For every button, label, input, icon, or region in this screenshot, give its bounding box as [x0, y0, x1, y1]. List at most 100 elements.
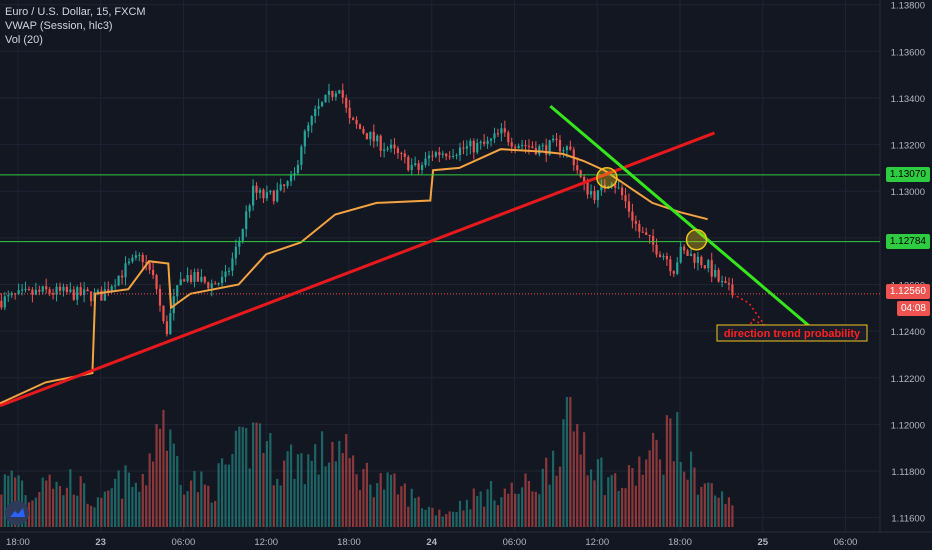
horizontal-levels[interactable] — [0, 174, 880, 295]
price-tick-label: 1.13600 — [891, 47, 925, 58]
candle-body — [272, 190, 275, 202]
volume-bar — [283, 460, 286, 527]
candle-body — [352, 117, 355, 120]
candle-body — [20, 289, 24, 291]
volume-bar — [607, 477, 610, 527]
candle-body — [624, 195, 627, 202]
markers[interactable] — [596, 166, 708, 251]
volume-bars — [0, 397, 734, 527]
volume-bar — [227, 464, 231, 527]
volume-bar — [720, 491, 724, 527]
candle-body — [400, 152, 403, 154]
candle-body — [531, 146, 534, 149]
volume-bar — [596, 459, 600, 527]
candle-body — [155, 275, 158, 289]
volume-bar — [396, 494, 400, 527]
volume-bar — [289, 444, 293, 527]
candle-body — [41, 286, 44, 292]
candle-body — [38, 289, 41, 292]
volume-legend[interactable]: Vol (20) — [5, 34, 43, 46]
candle-body — [600, 184, 603, 191]
candle-body — [452, 155, 455, 157]
volume-bar — [334, 461, 337, 527]
volume-bar — [341, 453, 344, 527]
time-axis[interactable]: 18:00 23 06:00 12:00 18:00 24 06:00 12:00 18:00 2… — [6, 537, 857, 548]
candle-body — [520, 145, 524, 147]
volume-bar — [589, 469, 593, 527]
candle-body — [469, 140, 472, 147]
volume-bar — [548, 484, 551, 527]
candle-body — [110, 286, 113, 292]
candle-body — [493, 133, 496, 139]
candle-body — [338, 90, 341, 94]
volume-bar — [483, 506, 486, 527]
candle-body — [462, 147, 465, 149]
candle-body — [662, 255, 665, 258]
projection-dotted-line — [732, 293, 767, 332]
candle-body — [58, 286, 62, 291]
volume-bar — [27, 502, 31, 527]
candle-body — [396, 148, 400, 153]
volume-bar — [89, 505, 93, 527]
volume-bar — [279, 485, 282, 527]
volume-bar — [569, 397, 572, 527]
volume-bar — [172, 443, 175, 527]
candle-body — [320, 102, 324, 107]
volume-bar — [293, 478, 296, 527]
candle-body — [376, 135, 379, 142]
volume-bar — [103, 491, 106, 527]
candle-body — [483, 141, 486, 144]
volume-bar — [34, 497, 37, 527]
volume-bar — [134, 482, 137, 527]
volume-bar — [427, 506, 431, 527]
candle-body — [255, 185, 258, 193]
candle-body — [341, 90, 344, 98]
tradingview-logo[interactable] — [5, 501, 29, 525]
volume-bar — [665, 415, 668, 527]
candle-body — [55, 286, 58, 295]
vwap-legend[interactable]: VWAP (Session, hlc3) — [5, 20, 113, 32]
candle-body — [679, 246, 682, 263]
volume-bar — [376, 483, 379, 527]
candle-body — [234, 246, 237, 259]
candle-body — [214, 283, 217, 285]
volume-bar — [565, 397, 568, 527]
candle-body — [162, 305, 165, 322]
volume-bar — [265, 441, 268, 527]
candle-body — [420, 165, 424, 170]
volume-bar — [220, 458, 224, 527]
trend-annotation[interactable]: direction trend probability — [716, 324, 868, 342]
volume-bar — [414, 498, 417, 527]
volume-bar — [276, 478, 279, 527]
volume-bar — [65, 487, 68, 527]
candle-body — [565, 146, 568, 151]
candle-body — [345, 97, 348, 108]
candle-body — [227, 270, 231, 272]
candle-body — [307, 125, 310, 132]
projection-path — [732, 293, 767, 332]
volume-bar — [348, 458, 351, 527]
volume-bar — [558, 466, 562, 527]
volume-bar — [169, 429, 172, 527]
volume-bar — [369, 484, 372, 527]
volume-bar — [193, 471, 196, 527]
price-tick-label: 1.13800 — [891, 1, 925, 12]
candle-body — [524, 145, 527, 147]
volume-bar — [58, 485, 62, 527]
candle-body — [369, 131, 372, 140]
candle-body — [410, 164, 413, 171]
volume-bar — [641, 474, 644, 527]
candle-body — [472, 140, 475, 153]
candle-body — [334, 93, 337, 97]
symbol-title[interactable]: Euro / U.S. Dollar, 15, FXCM — [5, 6, 146, 18]
trendlines[interactable] — [0, 104, 822, 408]
candle-body — [348, 107, 351, 118]
candle-body — [76, 287, 79, 300]
time-tick-label: 18:00 — [6, 537, 30, 548]
volume-bar — [314, 444, 317, 527]
candle-body — [710, 260, 713, 277]
candle-body — [448, 156, 451, 158]
volume-bar — [655, 439, 658, 527]
candle-body — [507, 132, 510, 143]
